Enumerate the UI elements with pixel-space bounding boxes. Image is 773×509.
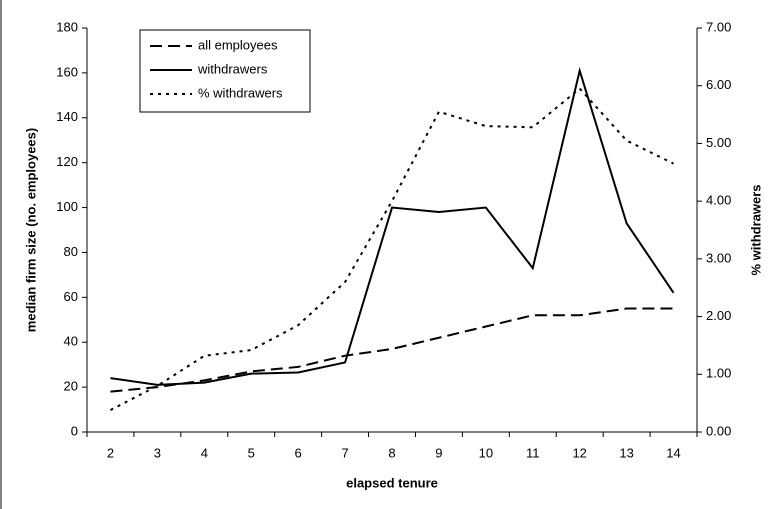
y-tick-label: 0: [71, 423, 78, 438]
y2-tick-label: 7.00: [706, 19, 731, 34]
x-tick-label: 4: [201, 445, 208, 460]
y-tick-label: 140: [56, 109, 78, 124]
y-tick-label: 60: [64, 289, 78, 304]
y-tick-label: 80: [64, 244, 78, 259]
y-axis-label: median firm size (no. employees): [23, 128, 38, 332]
y2-tick-label: 6.00: [706, 77, 731, 92]
series-line: [110, 66, 675, 386]
legend-label: all employees: [198, 37, 278, 52]
y-tick-label: 180: [56, 19, 78, 34]
y-tick-label: 120: [56, 154, 78, 169]
x-tick-label: 6: [295, 445, 302, 460]
x-tick-label: 8: [388, 445, 395, 460]
x-tick-label: 3: [154, 445, 161, 460]
x-tick-label: 14: [666, 445, 680, 460]
x-axis-label: elapsed tenure: [346, 475, 438, 490]
x-tick-label: 7: [341, 445, 348, 460]
legend-label: % withdrawers: [198, 85, 283, 100]
y-tick-label: 20: [64, 379, 78, 394]
x-tick-label: 11: [526, 445, 540, 460]
y2-tick-label: 5.00: [706, 135, 731, 150]
y2-tick-label: 4.00: [706, 193, 731, 208]
series-line: [110, 307, 674, 393]
y-tick-label: 100: [56, 199, 78, 214]
x-tick-label: 2: [107, 445, 114, 460]
x-tick-label: 10: [479, 445, 493, 460]
y-tick-label: 160: [56, 64, 78, 79]
y2-tick-label: 3.00: [706, 250, 731, 265]
x-tick-label: 5: [248, 445, 255, 460]
series-line: [110, 87, 674, 411]
legend-label: withdrawers: [197, 61, 268, 76]
y2-axis-label: % withdrawers: [748, 184, 763, 275]
y-tick-label: 40: [64, 334, 78, 349]
y2-tick-label: 2.00: [706, 308, 731, 323]
y2-tick-label: 0.00: [706, 423, 731, 438]
x-tick-label: 12: [572, 445, 586, 460]
y2-tick-label: 1.00: [706, 366, 731, 381]
x-tick-label: 13: [619, 445, 633, 460]
x-tick-label: 9: [435, 445, 442, 460]
